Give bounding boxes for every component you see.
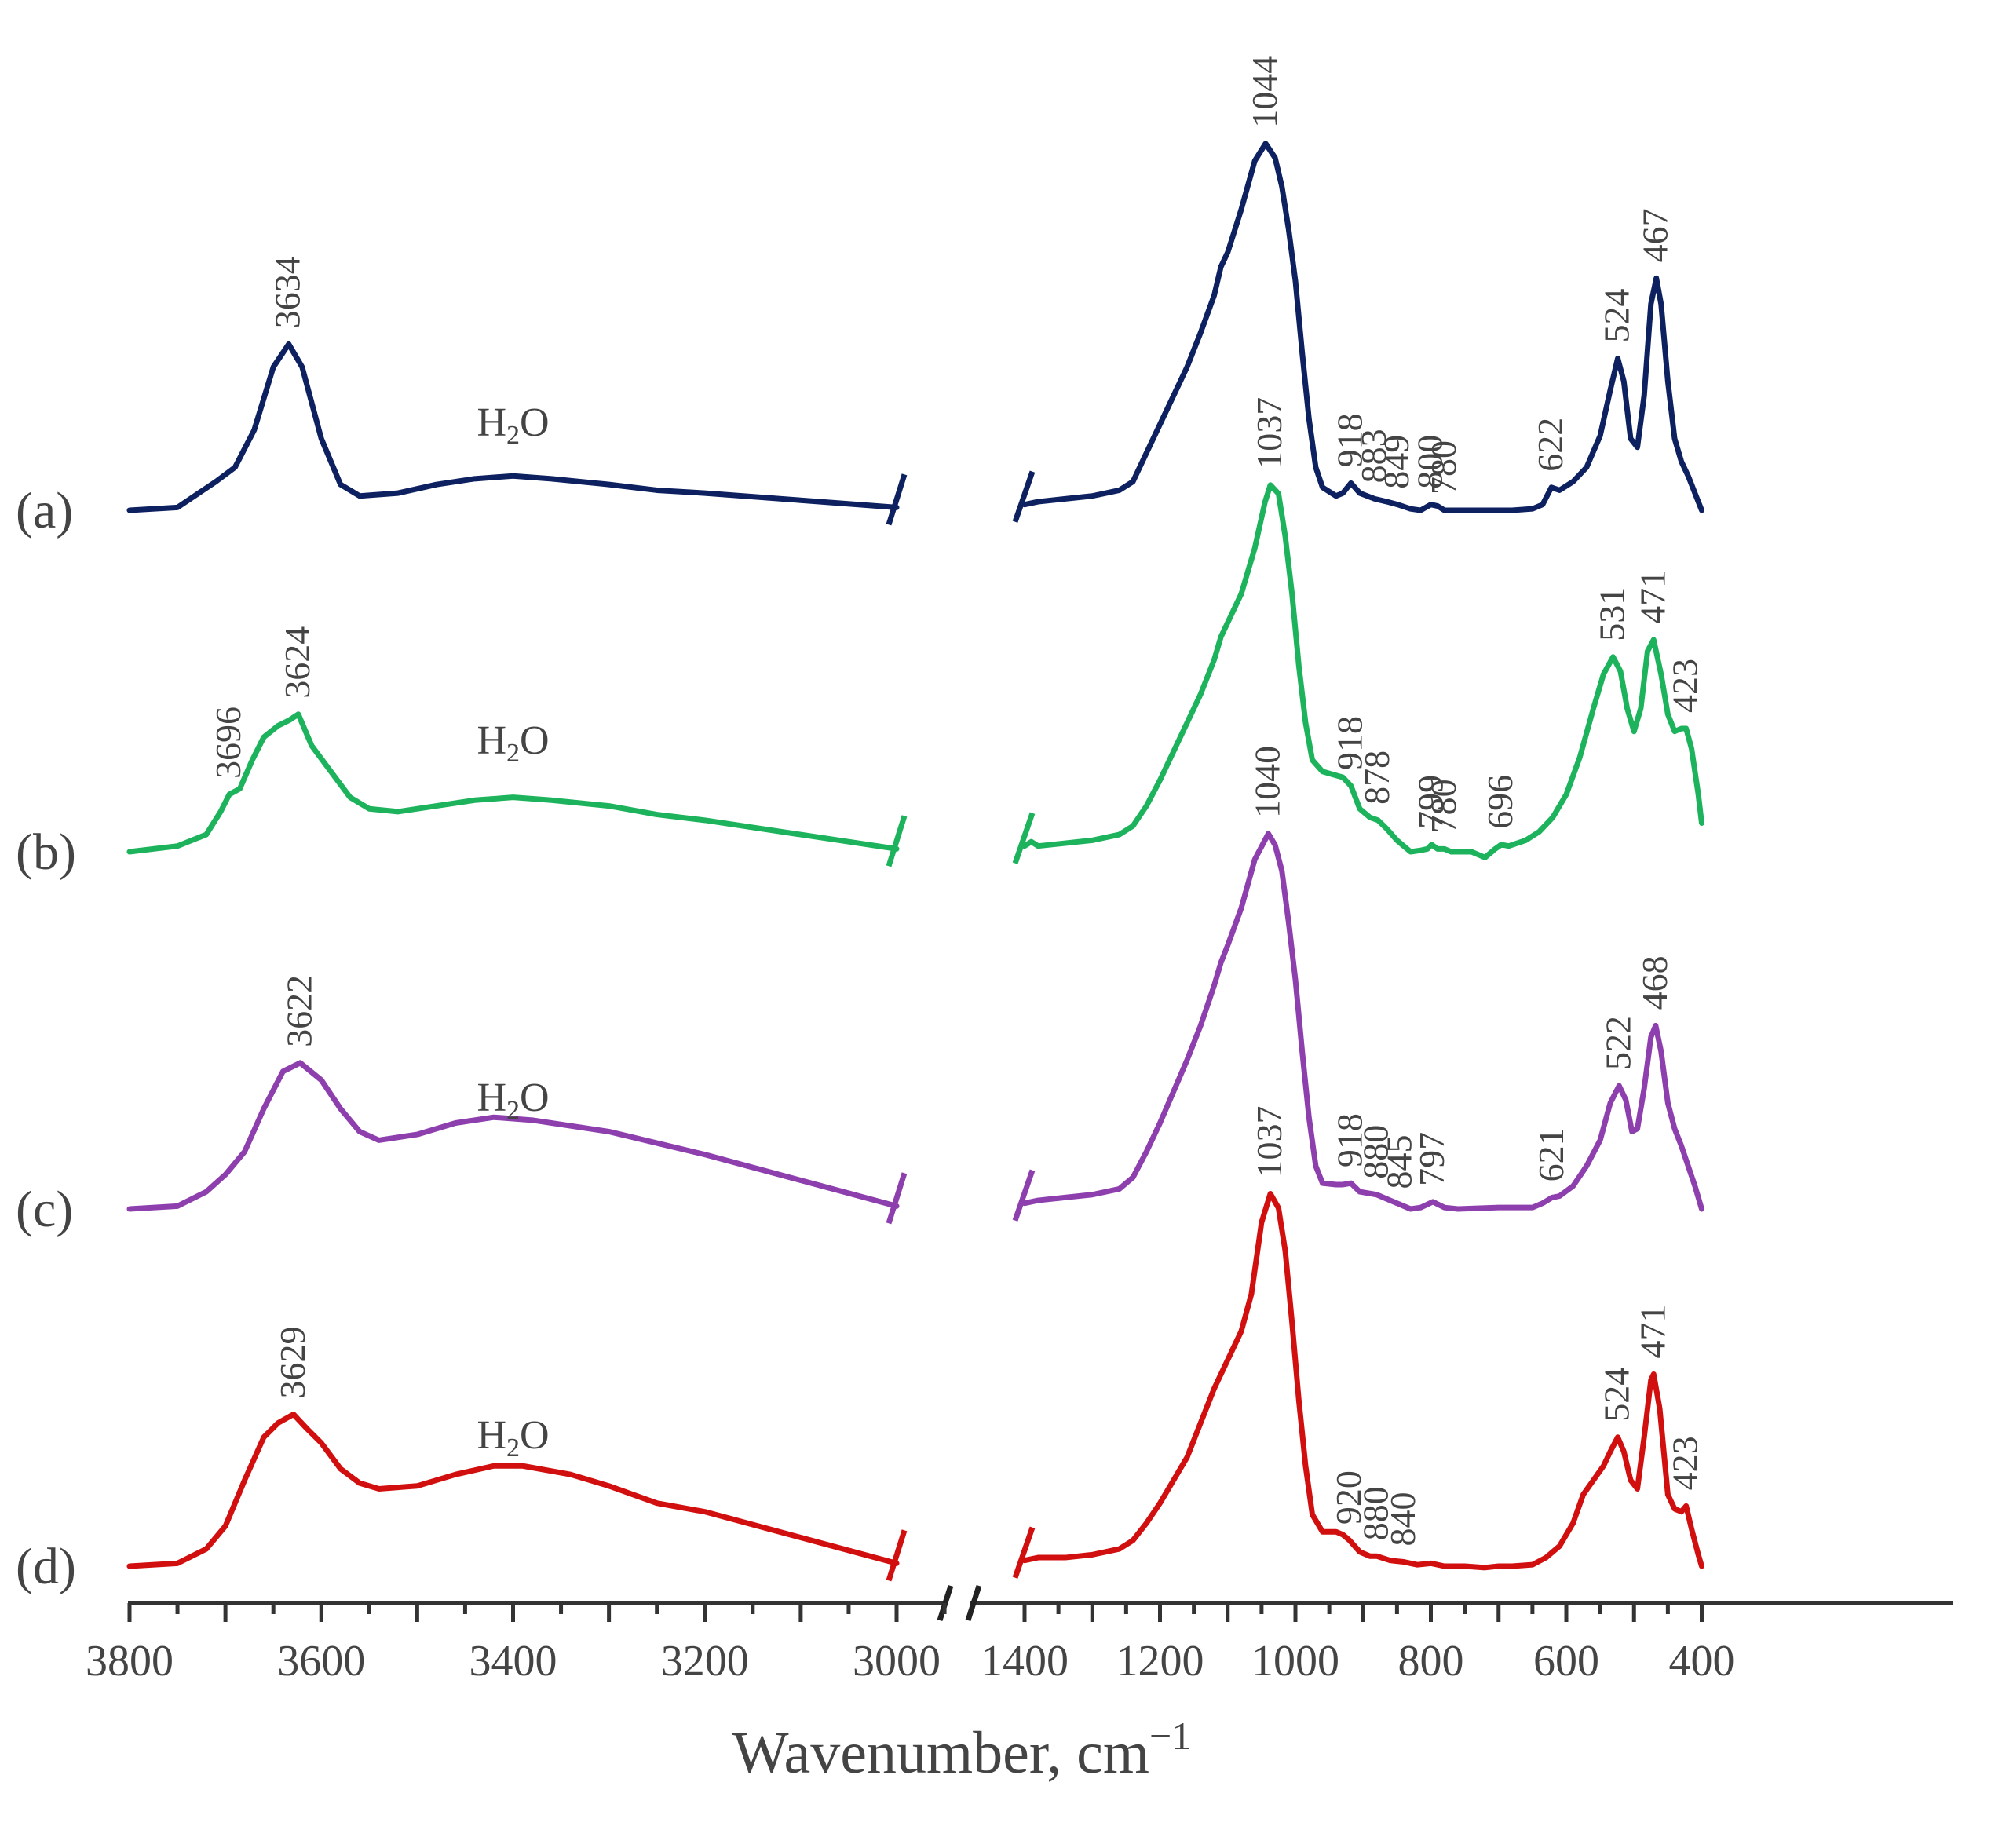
- break-mark: [1012, 1526, 1036, 1579]
- peak-label: 918: [1330, 413, 1370, 467]
- peak-label: 878: [1357, 751, 1397, 805]
- break-mark: [886, 1529, 908, 1582]
- peak-label: 1037: [1249, 397, 1289, 469]
- peak-label: 800: [1410, 435, 1450, 489]
- x-axis: 3800 3600 3400 3200 3000 1400 1200 1000 800 600 40…: [86, 1584, 1953, 1685]
- peak-label: 524: [1597, 289, 1637, 343]
- x-tick-label: 1400: [981, 1637, 1069, 1685]
- peak-label: 799: [1410, 775, 1450, 829]
- break-mark: [886, 473, 908, 526]
- break-mark: [1012, 1169, 1036, 1222]
- x-tick-label: 1200: [1116, 1637, 1204, 1685]
- series-line-low: [1021, 141, 1704, 513]
- peak-label: 883: [1354, 429, 1394, 483]
- series-line-high: [126, 1412, 900, 1569]
- series-label: (c): [16, 1181, 73, 1238]
- x-tick-label: 400: [1669, 1637, 1735, 1685]
- peak-label: 780: [1423, 779, 1463, 833]
- x-tick-label: 600: [1533, 1637, 1599, 1685]
- series-label: (a): [16, 482, 73, 539]
- peak-label: 524: [1597, 1368, 1637, 1422]
- x-tick-label: 3000: [853, 1637, 941, 1685]
- x-tick-label: 1000: [1251, 1637, 1339, 1685]
- break-mark: [886, 1172, 908, 1225]
- peak-label: 3634: [268, 256, 308, 328]
- series-line-high: [126, 1060, 900, 1212]
- peak-label: 920: [1328, 1470, 1368, 1525]
- peak-label: 471: [1632, 570, 1672, 624]
- break-mark: [886, 815, 908, 867]
- peak-label: 3629: [272, 1327, 312, 1399]
- break-mark: [1012, 812, 1036, 864]
- h2o-label: H2O: [477, 400, 549, 450]
- peak-label: 849: [1376, 435, 1416, 489]
- peak-label: 918: [1330, 716, 1370, 770]
- peak-label: 621: [1531, 1127, 1571, 1181]
- peak-label: 3696: [208, 707, 248, 779]
- peak-label: 880: [1356, 1486, 1396, 1540]
- axis-break: [965, 1584, 982, 1622]
- peak-label: 423: [1665, 1436, 1705, 1490]
- peak-label: 696: [1480, 775, 1520, 829]
- series-label: (b): [16, 824, 76, 881]
- peak-label: 622: [1530, 418, 1570, 472]
- peak-label: 471: [1632, 1304, 1672, 1358]
- peak-label: 1044: [1244, 56, 1284, 128]
- peak-label: 845: [1379, 1135, 1419, 1189]
- x-tick-label: 3800: [86, 1637, 174, 1685]
- peak-label: 918: [1330, 1113, 1370, 1167]
- peak-label: 780: [1423, 440, 1463, 495]
- peak-label: 1040: [1248, 746, 1288, 818]
- series-label: (d): [16, 1538, 76, 1595]
- x-tick-label: 800: [1398, 1637, 1464, 1685]
- peak-label: 423: [1665, 659, 1705, 713]
- break-mark: [1012, 470, 1036, 523]
- series-line-high: [126, 711, 900, 855]
- h2o-label: H2O: [477, 718, 549, 768]
- x-tick-label: 3200: [661, 1637, 749, 1685]
- x-tick-label: 3400: [469, 1637, 557, 1685]
- series-line-low: [1021, 831, 1704, 1212]
- x-tick-label: 3600: [277, 1637, 365, 1685]
- series-line-low: [1021, 1191, 1704, 1571]
- peak-label: 468: [1635, 955, 1675, 1010]
- peak-label: 531: [1592, 587, 1632, 641]
- peak-label: 880: [1356, 1125, 1396, 1179]
- h2o-label: H2O: [477, 1413, 549, 1463]
- peak-label: 467: [1635, 208, 1675, 262]
- peak-label: 797: [1412, 1132, 1452, 1186]
- peak-label: 840: [1383, 1492, 1423, 1547]
- h2o-label: H2O: [477, 1076, 549, 1125]
- series-line-high: [126, 341, 900, 513]
- x-axis-title: Wavenumber, cm−1: [732, 1714, 1191, 1786]
- peak-label: 3622: [279, 975, 319, 1047]
- peak-label: 522: [1598, 1016, 1638, 1070]
- series-line-low: [1021, 482, 1704, 860]
- peak-label: 1037: [1249, 1106, 1289, 1178]
- peak-label: 3624: [277, 626, 317, 699]
